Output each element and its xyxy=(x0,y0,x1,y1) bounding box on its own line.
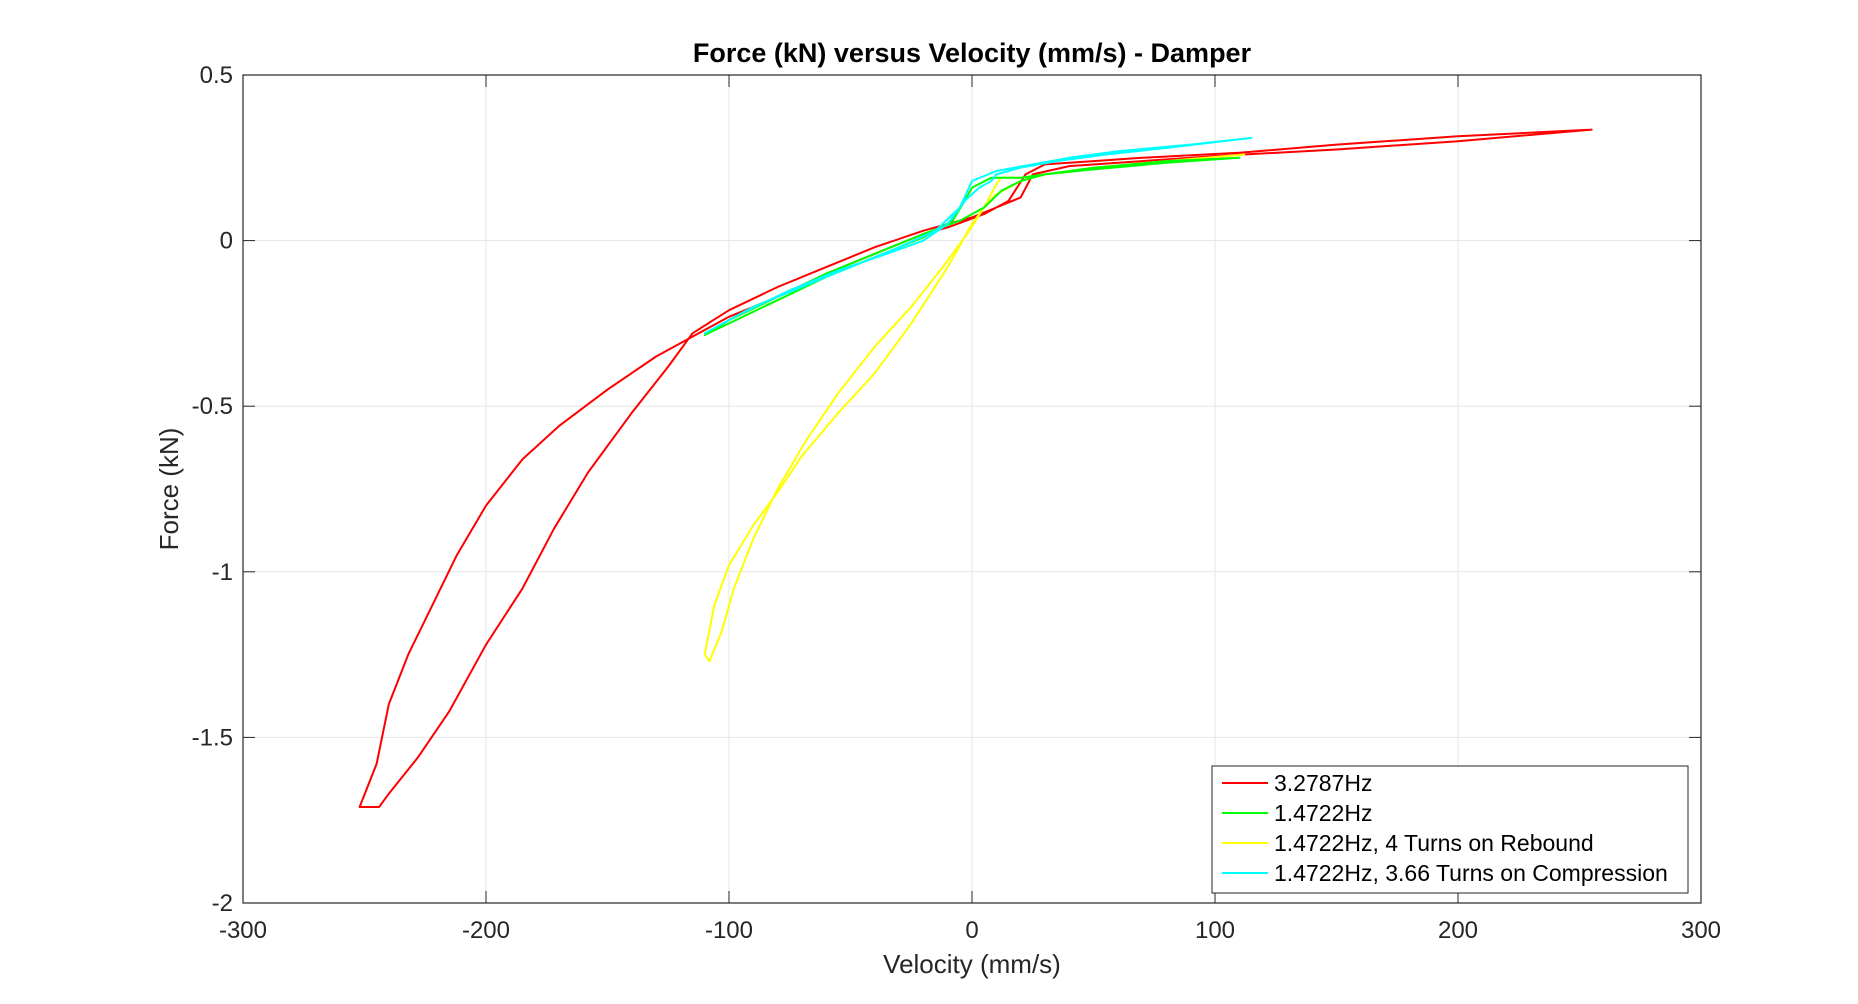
x-tick-label: -100 xyxy=(705,917,753,944)
x-tick-label: -200 xyxy=(462,917,510,944)
y-tick-label: 0 xyxy=(220,228,233,255)
x-tick-label: 200 xyxy=(1438,917,1478,944)
series-line-3 xyxy=(703,136,1253,335)
y-tick-label: 0.5 xyxy=(200,62,233,89)
y-tick-label: -0.5 xyxy=(192,393,233,420)
y-tick-label: -1.5 xyxy=(192,724,233,751)
legend: 3.2787Hz 1.4722Hz 1.4722Hz, 4 Turns on Reb… xyxy=(1211,765,1689,894)
x-tick-label: 100 xyxy=(1195,917,1235,944)
y-tick-label: -2 xyxy=(212,890,233,917)
legend-label: 3.2787Hz xyxy=(1274,770,1372,796)
x-tick-label: -300 xyxy=(219,917,267,944)
x-tick-label: 0 xyxy=(965,917,978,944)
legend-label: 1.4722Hz, 4 Turns on Rebound xyxy=(1274,830,1594,856)
ticks: -300 -200 -100 0 100 200 300 0.5 0 -0.5 -1 -1.5 -2 xyxy=(192,62,1721,944)
legend-label: 1.4722Hz, 3.66 Turns on Compression xyxy=(1274,860,1668,886)
series-line-1 xyxy=(703,156,1241,336)
x-tick-label: 300 xyxy=(1681,917,1721,944)
legend-box xyxy=(1211,765,1689,894)
legend-label: 1.4722Hz xyxy=(1274,800,1372,826)
x-axis-label: Velocity (mm/s) xyxy=(883,949,1061,979)
y-axis-label: Force (kN) xyxy=(154,428,184,551)
series-layer xyxy=(358,128,1593,808)
chart-title: Force (kN) versus Velocity (mm/s) - Damp… xyxy=(693,38,1252,68)
y-tick-label: -1 xyxy=(212,559,233,586)
series-line-0 xyxy=(358,128,1593,808)
